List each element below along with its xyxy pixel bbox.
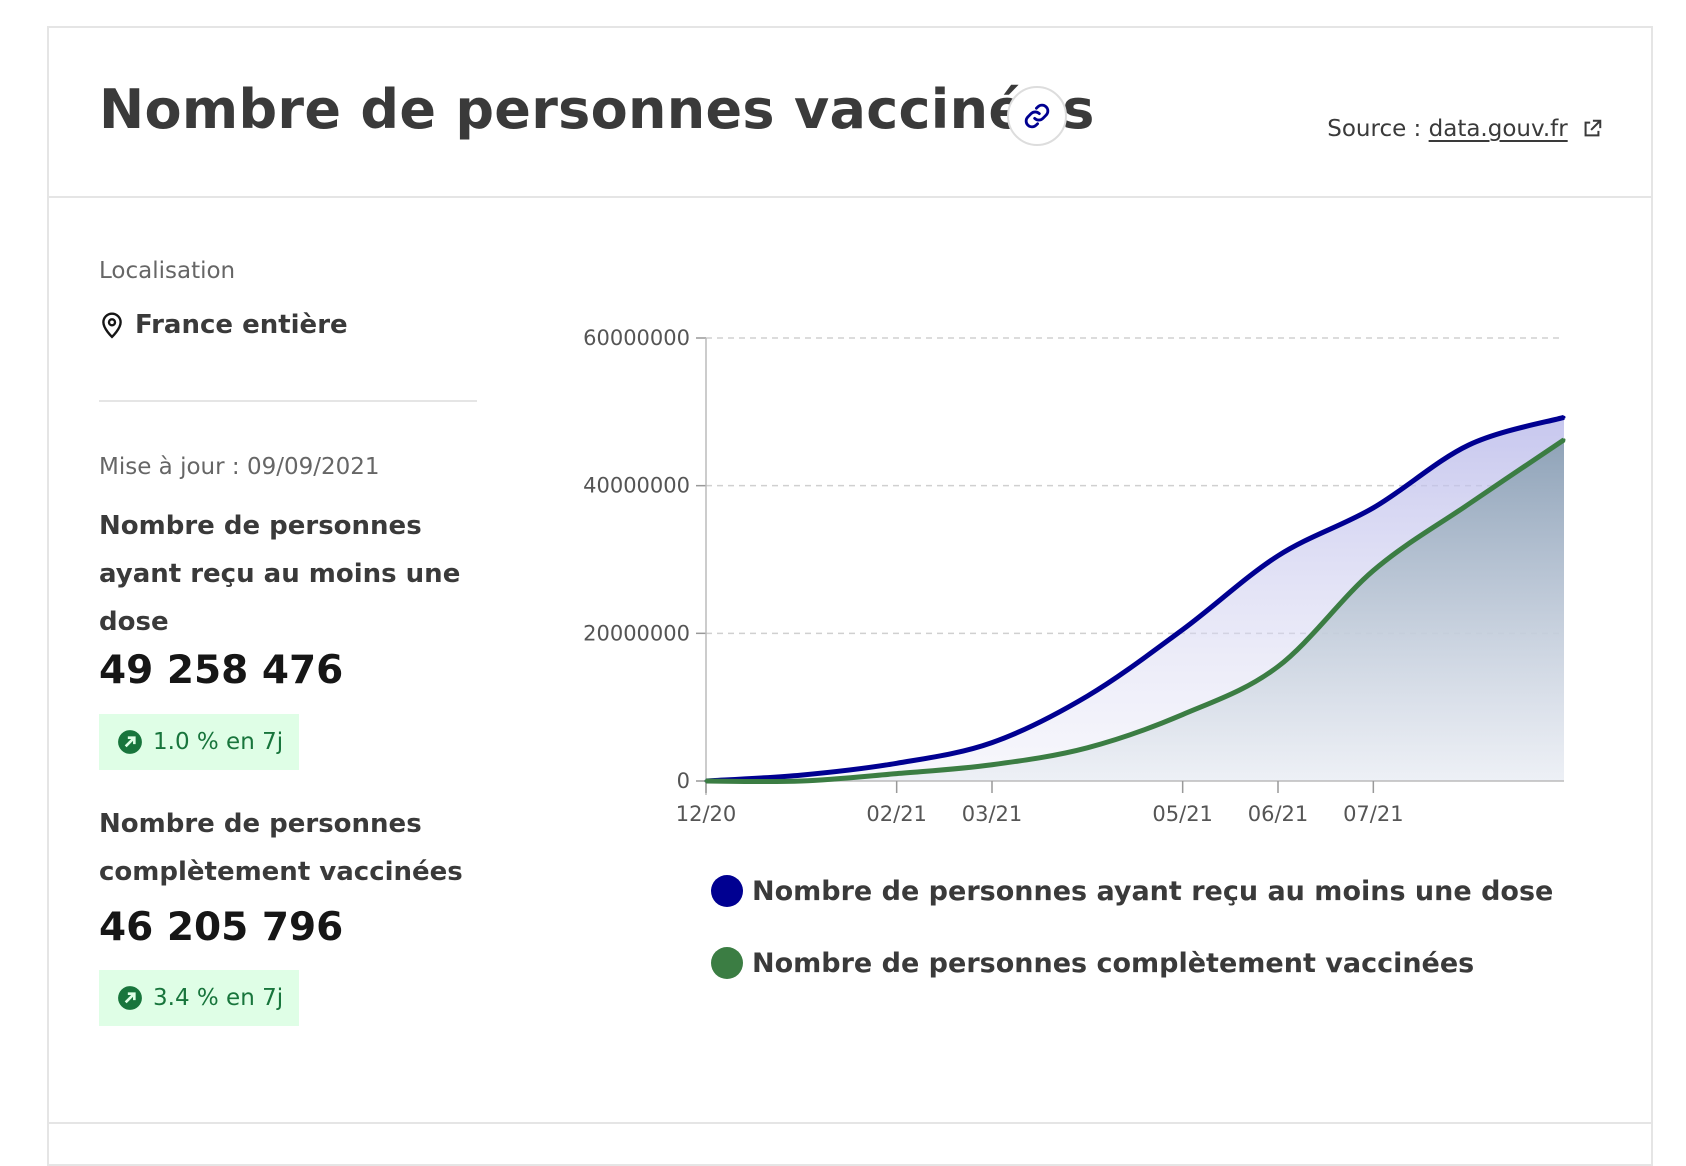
x-tick-label: 07/21	[1343, 802, 1404, 826]
source-line: Source : data.gouv.fr	[1327, 116, 1603, 142]
x-tick-label: 03/21	[962, 802, 1023, 826]
copy-link-button[interactable]	[1007, 86, 1067, 146]
y-tick-label: 20000000	[583, 621, 690, 645]
series-fully-vaccinated-area	[706, 439, 1564, 782]
bottom-divider	[49, 1122, 1651, 1124]
series-first-dose-point	[1276, 554, 1280, 558]
source-label: Source :	[1327, 116, 1422, 142]
x-tick-label: 06/21	[1248, 802, 1309, 826]
page-title: Nombre de personnes vaccinées	[99, 78, 1095, 141]
location-label: Localisation	[99, 258, 236, 284]
series-first-dose-point	[990, 741, 994, 745]
x-tick-label: 12/20	[676, 802, 737, 826]
series-fully-vaccinated-point	[799, 779, 803, 783]
y-tick-label: 60000000	[583, 326, 690, 350]
series-first-dose-point	[1562, 415, 1566, 419]
update-date: Mise à jour : 09/09/2021	[99, 454, 380, 480]
link-icon	[1024, 103, 1050, 129]
series-fully-vaccinated-point	[1467, 502, 1471, 506]
legend-marker	[711, 875, 743, 907]
legend-label: Nombre de personnes complètement vacciné…	[752, 948, 1474, 979]
legend-marker	[711, 947, 743, 979]
source-link[interactable]: data.gouv.fr	[1428, 116, 1568, 142]
trend-text: 1.0 % en 7j	[153, 729, 284, 755]
divider	[99, 400, 477, 402]
series-first-dose-point	[799, 773, 803, 777]
series-fully-vaccinated-point	[1371, 569, 1375, 573]
kpi-label-first-dose: Nombre de personnes ayant reçu au moins …	[99, 511, 461, 637]
location-value: France entière	[135, 310, 348, 340]
trend-badge-first-dose: 1.0 % en 7j	[99, 714, 300, 770]
legend-label: Nombre de personnes ayant reçu au moins …	[752, 876, 1553, 907]
x-tick-label: 02/21	[866, 802, 927, 826]
kpi-value-fully-vaccinated: 46 205 796	[99, 905, 344, 950]
series-fully-vaccinated-point	[1085, 746, 1089, 750]
trend-badge-fully-vaccinated: 3.4 % en 7j	[99, 970, 300, 1026]
x-tick-label: 05/21	[1152, 802, 1213, 826]
card-header: Nombre de personnes vaccinées Source : d…	[49, 28, 1651, 198]
y-tick-label: 0	[677, 769, 690, 793]
trend-up-icon	[118, 730, 142, 754]
series-fully-vaccinated-point	[1276, 665, 1280, 669]
series-fully-vaccinated-point	[704, 779, 708, 783]
kpi-value-first-dose: 49 258 476	[99, 648, 344, 693]
series-fully-vaccinated-point	[1562, 438, 1566, 442]
series-fully-vaccinated-line	[705, 437, 1566, 785]
trend-text: 3.4 % en 7j	[153, 985, 284, 1011]
series-first-dose-point	[1371, 506, 1375, 510]
series-fully-vaccinated-point	[1181, 713, 1185, 717]
location-selector[interactable]: France entière	[99, 310, 348, 340]
external-link-icon	[1584, 119, 1602, 137]
series-first-dose-point	[1181, 628, 1185, 632]
vaccination-chart: 0 20000000 40000000 60000000 12/20 02/21 03/21…	[583, 326, 1566, 979]
series-fully-vaccinated-point	[895, 772, 899, 776]
trend-up-icon	[118, 986, 142, 1010]
y-tick-label: 40000000	[583, 474, 690, 498]
series-fully-vaccinated-point	[990, 763, 994, 767]
series-first-dose-point	[1085, 694, 1089, 698]
kpi-label-fully-vaccinated: Nombre de personnes complètement vacciné…	[99, 809, 463, 887]
series-first-dose-point	[895, 761, 899, 765]
series-first-dose-line	[705, 414, 1565, 784]
series-first-dose-point	[1467, 443, 1471, 447]
map-pin-icon	[102, 312, 122, 339]
